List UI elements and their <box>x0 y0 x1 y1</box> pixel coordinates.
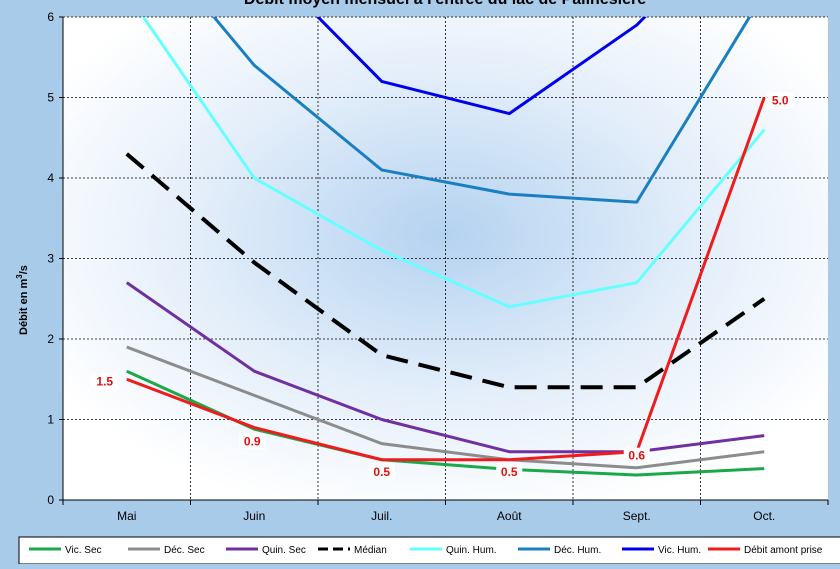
data-label-bg <box>623 447 650 464</box>
y-tick-label: 4 <box>47 171 54 185</box>
series-line-5 <box>212 17 752 204</box>
x-tick-label: Juin <box>243 509 265 523</box>
data-labels: 1.5 0.9 0.5 0.5 0.6 5.0 <box>91 92 794 480</box>
series-line-3 <box>125 152 766 390</box>
data-label-bg <box>239 433 266 450</box>
data-label-bg <box>496 463 523 480</box>
y-tick-label: 0 <box>47 493 54 507</box>
x-tick-label: Oct. <box>753 509 775 523</box>
y-tick-label: 2 <box>47 332 54 346</box>
axes: 0 1 2 3 4 5 6 Mai Juin Juil. Août Sept. Oct. <box>47 10 829 523</box>
legend-label: Quin. Hum. <box>446 545 497 556</box>
x-tick-label: Juil. <box>371 509 392 523</box>
legend-label: Déc. Sec <box>164 545 205 556</box>
series-line-6 <box>315 17 647 116</box>
legend-label: Vic. Sec <box>65 545 102 556</box>
series-lines <box>125 17 766 477</box>
y-axis-label-sup: 3 <box>15 274 24 279</box>
data-label: 0.9 <box>244 435 261 449</box>
legend-label: Quin. Sec <box>262 545 306 556</box>
data-label: 5.0 <box>772 94 789 108</box>
x-tick-label: Mai <box>117 509 136 523</box>
data-label-bg <box>767 92 794 109</box>
legend-label: Médian <box>354 545 387 556</box>
x-tick-label: Sept. <box>623 509 651 523</box>
series-line-2 <box>125 281 765 454</box>
data-label: 1.5 <box>96 374 113 388</box>
y-axis-label-main: Débit en m <box>18 278 30 334</box>
legend: Vic. Sec Déc. Sec Quin. Sec Médian Quin. Hum… <box>18 536 840 565</box>
data-label-bg <box>368 463 395 480</box>
series-line-7 <box>126 96 766 462</box>
data-label: 0.5 <box>373 465 390 479</box>
y-tick-label: 6 <box>47 10 54 24</box>
data-label: 0.6 <box>628 449 645 463</box>
legend-label: Vic. Hum. <box>658 545 701 556</box>
series-line-4 <box>141 17 766 309</box>
data-label-bg <box>91 373 118 390</box>
legend-label: Déc. Hum. <box>554 545 601 556</box>
x-tick-label: Août <box>497 509 522 523</box>
chart-title: Débit moyen mensuel à l'entrée du lac de… <box>244 0 646 8</box>
y-axis-label-tail: /s <box>18 265 30 274</box>
y-axis-label: Débit en m3/s <box>15 265 30 335</box>
y-tick-label: 5 <box>47 91 54 105</box>
data-label: 0.5 <box>501 465 518 479</box>
series-line-1 <box>126 345 765 470</box>
legend-label: Débit amont prise <box>744 545 823 556</box>
y-tick-label: 1 <box>47 413 54 427</box>
y-tick-label: 3 <box>47 252 54 266</box>
